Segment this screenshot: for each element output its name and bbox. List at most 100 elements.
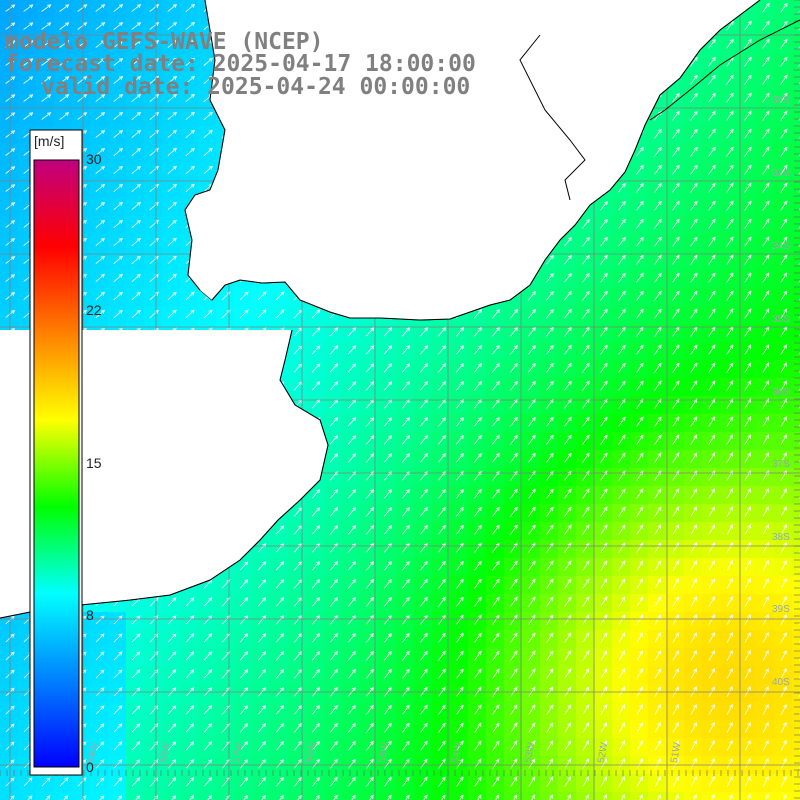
wind-arrow	[762, 272, 770, 283]
wind-arrow	[185, 21, 196, 31]
wind-arrow	[636, 146, 644, 157]
wind-arrow	[185, 165, 195, 175]
lat-label: 39S	[772, 604, 790, 615]
wind-arrow	[564, 524, 572, 535]
wind-arrow	[383, 417, 393, 427]
wind-arrow	[347, 435, 357, 445]
wind-arrow	[582, 722, 590, 733]
wind-arrow	[672, 362, 680, 373]
wind-arrow	[708, 560, 716, 571]
wind-arrow	[708, 488, 716, 499]
wind-arrow	[203, 111, 213, 121]
wind-arrow	[348, 704, 356, 715]
field-cell	[792, 378, 800, 397]
wind-arrow	[564, 254, 572, 265]
wind-arrow	[474, 380, 482, 391]
field-cell	[342, 792, 361, 800]
wind-arrow	[456, 488, 464, 499]
wind-arrow	[582, 668, 590, 679]
wind-arrow	[780, 506, 787, 517]
wind-arrow	[329, 596, 339, 607]
wind-arrow	[672, 344, 680, 355]
wind-arrow	[257, 740, 267, 751]
wind-arrow	[113, 291, 123, 301]
wind-arrow	[618, 416, 626, 427]
wind-arrow	[203, 723, 213, 733]
wind-arrow	[275, 525, 285, 535]
wind-arrow	[185, 3, 196, 13]
wind-arrow	[365, 345, 375, 355]
wind-arrow	[654, 146, 662, 157]
wind-arrow	[456, 632, 464, 643]
wind-arrow	[528, 344, 536, 355]
wind-arrow	[365, 506, 375, 517]
wind-arrow	[77, 40, 88, 48]
wind-arrow	[780, 254, 788, 265]
field-cell	[486, 792, 505, 800]
wind-arrow	[257, 615, 267, 625]
wind-arrow	[582, 416, 590, 427]
wind-arrow	[672, 434, 680, 445]
wind-arrow	[762, 668, 769, 679]
wind-arrow	[564, 632, 572, 643]
wind-arrow	[690, 128, 698, 139]
wind-arrow	[564, 542, 572, 553]
wind-arrow	[257, 597, 267, 607]
wind-arrow	[780, 236, 788, 247]
wind-arrow	[726, 722, 733, 733]
wind-arrow	[744, 344, 752, 355]
wind-arrow	[473, 308, 483, 319]
wind-arrow	[762, 524, 769, 535]
wind-arrow	[690, 578, 698, 589]
wind-arrow	[780, 308, 788, 319]
wind-arrow	[366, 758, 374, 769]
wind-arrow	[762, 488, 769, 499]
wind-arrow	[600, 452, 608, 463]
wind-arrow	[618, 506, 626, 517]
wind-arrow	[113, 219, 123, 229]
wind-arrow	[762, 578, 769, 589]
wind-arrow	[708, 56, 716, 67]
wind-arrow	[437, 380, 447, 391]
field-cell	[270, 792, 289, 800]
wind-arrow	[312, 668, 320, 679]
wind-arrow	[780, 290, 788, 301]
field-cell	[792, 504, 800, 523]
wind-arrow	[113, 237, 123, 247]
wind-arrow	[708, 668, 715, 679]
wind-arrow	[492, 740, 500, 751]
wind-arrow	[257, 579, 267, 589]
wind-arrow	[384, 776, 392, 787]
wind-arrow	[636, 560, 644, 571]
wind-arrow	[492, 704, 500, 715]
wind-arrow	[131, 111, 142, 121]
wind-arrow	[636, 488, 644, 499]
wind-arrow	[708, 758, 715, 769]
wind-arrow	[347, 345, 357, 355]
wind-arrow	[329, 453, 339, 463]
wind-arrow	[402, 704, 410, 715]
wind-arrow	[203, 597, 213, 607]
wind-arrow	[59, 76, 70, 84]
wind-arrow	[474, 362, 482, 373]
wind-arrow	[528, 740, 536, 751]
wind-arrow	[546, 254, 554, 265]
wind-arrow	[564, 236, 572, 247]
wind-arrow	[582, 488, 590, 499]
field-cell	[36, 792, 55, 800]
wind-arrow	[726, 452, 734, 463]
wind-arrow	[780, 560, 787, 571]
wind-arrow	[708, 776, 715, 787]
wind-arrow	[510, 416, 518, 427]
wind-arrow	[618, 182, 626, 193]
wind-arrow	[780, 2, 788, 13]
wind-arrow	[275, 668, 285, 679]
wind-arrow	[311, 561, 321, 571]
wind-arrow	[95, 255, 105, 265]
wind-arrow	[618, 668, 626, 679]
wind-arrow	[654, 452, 662, 463]
wind-arrow	[726, 164, 734, 175]
wind-arrow	[600, 560, 608, 571]
wind-arrow	[780, 38, 788, 49]
wind-arrow	[420, 722, 428, 733]
